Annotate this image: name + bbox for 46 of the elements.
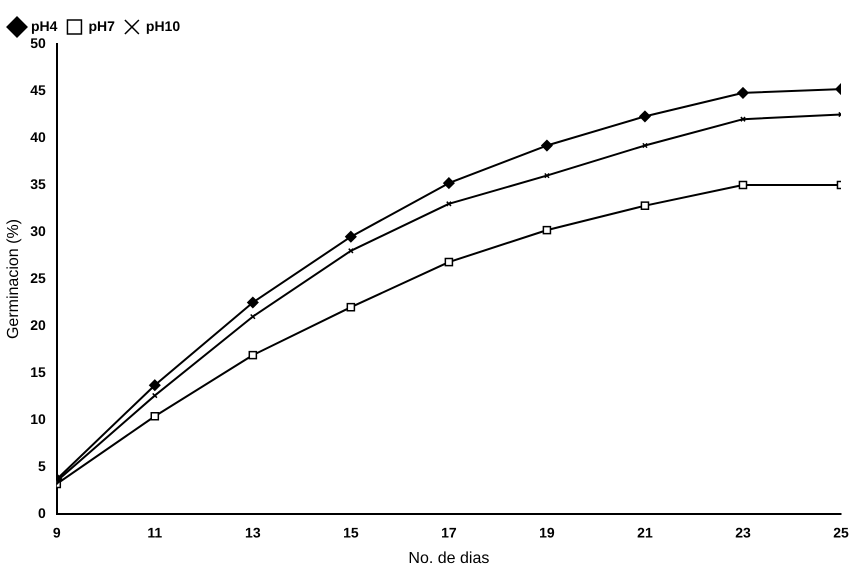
- point: [639, 110, 651, 122]
- y-tick-label: 15: [30, 364, 46, 380]
- x-tick-label: 17: [441, 524, 457, 540]
- point: [446, 200, 452, 207]
- x-tick-label: 21: [637, 524, 653, 540]
- point: [346, 302, 356, 312]
- point: [247, 296, 259, 308]
- x-tick-label: 13: [245, 524, 261, 540]
- point: [642, 142, 648, 148]
- point: [345, 230, 357, 242]
- y-tick-label: 10: [30, 410, 46, 427]
- point: [737, 87, 749, 99]
- point: [740, 116, 746, 122]
- y-tick-label: 45: [30, 82, 46, 98]
- point: [150, 412, 160, 421]
- legend-label: pH10: [146, 18, 180, 34]
- point: [542, 226, 552, 234]
- point: [544, 172, 550, 178]
- point: [640, 201, 650, 210]
- y-tick-label: 35: [30, 176, 46, 192]
- point: [444, 258, 454, 266]
- point: [348, 248, 354, 254]
- y-tick-label: 0: [38, 504, 46, 521]
- point: [541, 140, 553, 152]
- y-tick-label: 40: [30, 128, 46, 145]
- x-tick-label: 23: [735, 524, 751, 540]
- point: [152, 392, 158, 398]
- point: [738, 180, 748, 190]
- y-tick-label: 5: [38, 458, 46, 474]
- x-axis-title: No. de dias: [408, 550, 490, 567]
- point: [248, 350, 258, 360]
- x-tick-label: 19: [539, 524, 555, 540]
- x-tick-label: 15: [343, 524, 359, 540]
- point: [149, 379, 161, 391]
- y-tick-label: 20: [30, 316, 46, 333]
- x-tick-label: 25: [833, 524, 849, 540]
- y-tick-label: 25: [30, 270, 46, 286]
- legend-label: pH7: [88, 18, 116, 34]
- x-tick-label: 11: [147, 524, 162, 540]
- point: [443, 177, 455, 189]
- y-axis-title: Germinacion (%): [5, 218, 22, 340]
- y-tick-label: 50: [30, 34, 46, 51]
- y-tick-label: 30: [30, 222, 46, 239]
- legend-label: pH4: [31, 18, 58, 34]
- point: [250, 314, 256, 320]
- x-tick-label: 9: [52, 524, 61, 540]
